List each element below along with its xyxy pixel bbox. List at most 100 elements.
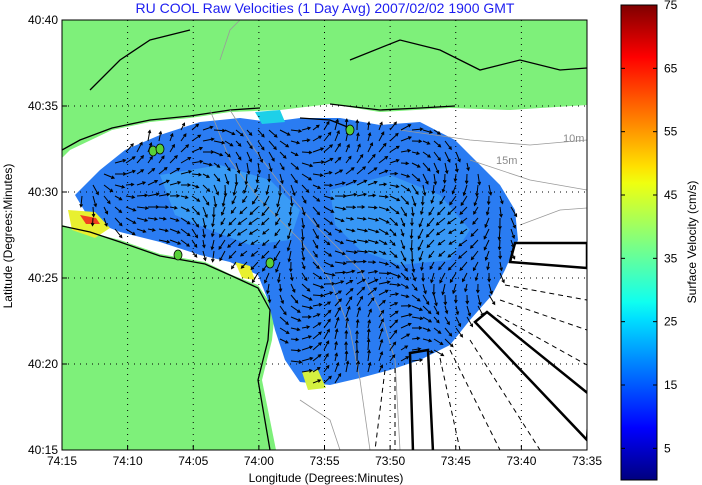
velocity-arrow <box>235 151 242 161</box>
velocity-arrow <box>410 218 414 227</box>
velocity-arrow <box>158 166 168 175</box>
y-tick-label: 40:25 <box>28 271 58 285</box>
velocity-arrow <box>400 303 412 308</box>
velocity-arrow <box>411 347 422 351</box>
velocity-arrow <box>221 195 226 208</box>
velocity-arrow <box>411 206 415 217</box>
velocity-arrow <box>224 140 234 147</box>
velocity-arrow <box>103 195 111 205</box>
velocity-arrow <box>312 135 323 142</box>
velocity-arrow <box>224 162 231 172</box>
velocity-arrow <box>356 259 367 264</box>
velocity-arrow <box>290 151 299 156</box>
velocity-arrow <box>261 217 270 226</box>
velocity-arrow <box>248 228 259 235</box>
velocity-arrow <box>410 250 415 263</box>
velocity-arrow <box>288 206 293 216</box>
velocity-arrow <box>219 228 226 238</box>
velocity-arrow <box>301 195 307 204</box>
isobath-label-15m: 15m <box>496 155 517 167</box>
velocity-arrow <box>444 316 450 326</box>
velocity-arrow <box>231 261 237 270</box>
velocity-arrow <box>312 331 323 340</box>
velocity-arrow <box>411 358 424 363</box>
velocity-arrow <box>420 206 424 216</box>
velocity-arrow <box>459 261 468 272</box>
velocity-arrow <box>180 206 191 212</box>
cyan-patch-north <box>255 110 285 124</box>
velocity-arrow <box>136 141 143 153</box>
velocity-arrow <box>409 228 414 240</box>
velocity-arrow <box>323 340 330 351</box>
velocity-arrow <box>103 217 108 227</box>
velocity-arrow <box>400 261 408 272</box>
velocity-arrow <box>486 261 490 271</box>
velocity-arrow <box>400 195 410 205</box>
velocity-arrow <box>488 294 496 306</box>
yellow-patch-inlet <box>235 262 255 280</box>
velocity-arrow <box>334 217 345 223</box>
velocity-arrows <box>79 118 518 384</box>
velocity-arrow <box>367 308 372 318</box>
velocity-arrow <box>449 272 457 284</box>
radar-site-marker <box>173 249 183 261</box>
velocity-arrow <box>499 272 505 284</box>
velocity-arrow <box>202 137 215 142</box>
velocity-arrow <box>409 239 414 252</box>
velocity-arrow <box>219 250 226 262</box>
velocity-arrow <box>250 261 259 271</box>
velocity-arrow <box>268 129 278 138</box>
velocity-arrow <box>356 179 368 186</box>
velocity-arrow <box>312 206 321 216</box>
velocity-arrow <box>323 228 332 236</box>
velocity-arrow <box>136 217 149 222</box>
velocity-arrow <box>79 195 84 208</box>
velocity-arrow <box>125 206 137 212</box>
velocity-arrow <box>136 155 145 164</box>
velocity-arrow <box>475 184 479 197</box>
velocity-arrow <box>462 184 468 197</box>
velocity-arrow <box>389 354 396 362</box>
velocity-arrow <box>422 338 433 343</box>
colorbar-label: Surface Velocity (cm/s) <box>685 181 699 304</box>
velocity-arrow <box>356 249 369 254</box>
velocity-arrow <box>125 182 135 187</box>
velocity-arrow <box>90 217 95 227</box>
velocity-arrow <box>458 250 468 259</box>
velocity-arrow <box>148 205 160 209</box>
velocity-arrow <box>246 162 251 175</box>
colorbar-ticks: 5 15 25 35 45 55 65 75 <box>621 0 678 455</box>
velocity-arrow <box>433 338 444 346</box>
colorbar-tick-label: 75 <box>664 0 678 12</box>
velocity-arrow <box>301 206 306 216</box>
velocity-arrow <box>378 280 391 285</box>
velocity-arrow <box>301 356 314 362</box>
velocity-arrow <box>323 183 334 188</box>
velocity-arrow <box>422 305 432 315</box>
velocity-arrow <box>426 217 435 228</box>
velocity-arrow <box>356 278 367 285</box>
velocity-arrow <box>400 173 411 178</box>
velocity-arrow <box>213 128 227 133</box>
velocity-arrow <box>239 206 248 215</box>
velocity-arrow <box>425 228 435 238</box>
velocity-arrow <box>367 239 379 245</box>
velocity-arrow <box>213 162 221 168</box>
velocity-arrow <box>323 171 333 175</box>
velocity-arrow <box>444 305 449 315</box>
velocity-arrow <box>312 283 325 289</box>
velocity-arrow <box>240 261 248 269</box>
velocity-arrow <box>411 305 424 311</box>
velocity-arrow <box>356 192 368 197</box>
velocity-arrow <box>220 217 226 226</box>
velocity-arrow <box>433 327 442 334</box>
velocity-arrow <box>301 335 313 340</box>
velocity-arrow <box>301 150 313 155</box>
velocity-arrow <box>378 155 389 164</box>
velocity-arrow <box>345 360 350 373</box>
velocity-arrow <box>312 239 319 250</box>
velocity-arrow <box>400 136 412 142</box>
velocity-arrow <box>378 206 390 212</box>
velocity-arrow <box>228 250 237 259</box>
velocity-arrow <box>400 356 410 362</box>
